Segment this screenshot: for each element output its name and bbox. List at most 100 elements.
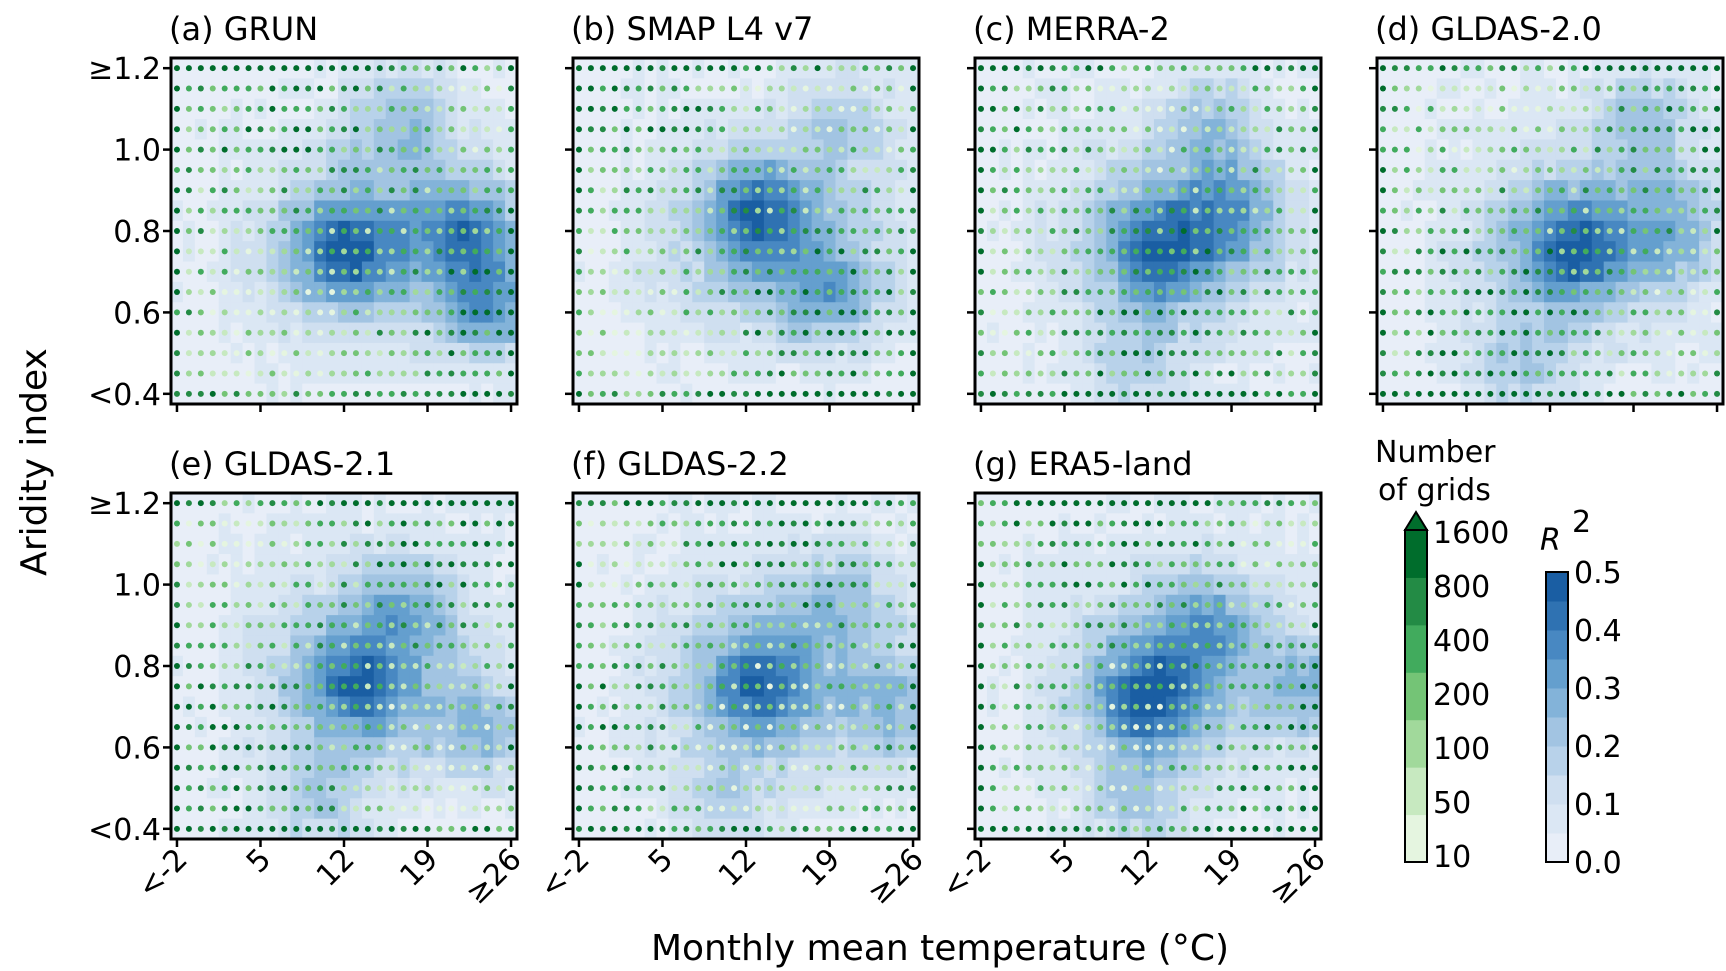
grid-count-dot [1001,309,1008,316]
grid-count-dot [448,65,455,72]
grid-count-dot [281,683,288,690]
grid-count-dot [496,350,503,357]
grid-count-dot [1121,350,1128,357]
grid-count-dot [1288,126,1295,133]
grid-count-dot [436,390,443,397]
grid-count-dot [659,370,666,377]
grid-count-dot [257,146,264,153]
grid-count-dot [1523,329,1530,336]
grid-count-dot [1288,309,1295,316]
grid-count-dot [364,622,371,629]
grid-count-dot [293,744,300,751]
grid-count-dot [1499,329,1506,336]
grid-count-dot [173,390,180,397]
grid-count-dot [1439,350,1446,357]
grid-count-dot [460,805,467,812]
grid-count-dot [1475,329,1482,336]
grid-count-dot [400,309,407,316]
grid-count-dot [1145,370,1151,377]
grid-count-dot [1288,187,1295,194]
grid-count-dot [1145,146,1151,153]
grid-count-dot [1535,166,1542,173]
grid-count-dot [1264,146,1271,153]
grid-count-dot [269,228,276,234]
grid-count-dot [587,248,594,255]
grid-count-dot [173,744,180,751]
grid-count-dot [1379,390,1386,397]
grid-count-dot [587,146,594,153]
grid-count-dot [1511,309,1518,316]
grid-count-dot [886,350,893,357]
grid-count-dot [1702,289,1709,296]
grid-count-dot [898,228,905,234]
grid-count-dot [1415,105,1422,112]
grid-count-dot [1049,289,1056,296]
grid-count-dot [508,370,515,377]
grid-count-dot [424,228,431,234]
grid-count-dot [448,187,455,194]
grid-count-dot [802,126,809,133]
grid-count-dot [647,105,654,112]
grid-count-dot [1192,248,1199,255]
grid-count-dot [1379,207,1386,214]
y-tick-label: <0.4 [88,378,161,413]
grid-count-dot [1618,207,1625,214]
grid-count-dot [1216,268,1223,275]
grid-count-dot [269,785,276,792]
grid-count-dot [850,268,857,275]
grid-count-dot [719,85,726,92]
grid-count-dot [233,561,240,568]
grid-count-dot [197,289,204,296]
grid-count-dot [1276,207,1283,214]
grid-count-dot [599,309,606,316]
grid-count-dot [376,825,383,832]
grid-count-dot [989,370,996,377]
grid-count-dot [317,105,324,112]
grid-count-dot [635,350,642,357]
grid-count-dot [1403,207,1410,214]
grid-count-dot [1180,85,1187,92]
grid-count-dot [412,146,419,153]
grid-count-dot [472,622,479,629]
grid-count-dot [1252,146,1259,153]
grid-count-dot [305,622,312,629]
grid-count-dot [659,329,666,336]
grid-count-dot [1085,289,1092,296]
grid-count-dot [910,85,917,92]
grid-count-dot [1252,207,1259,214]
grid-count-dot [257,268,264,275]
grid-count-dot [671,65,678,72]
grid-count-dot [352,126,359,133]
grid-count-dot [293,540,300,547]
grid-count-dot [364,825,371,832]
grid-count-dot [317,683,324,690]
grid-count-dot [352,601,359,608]
grid-count-dot [376,785,383,792]
grid-count-dot [1001,289,1008,296]
grid-count-dot [575,166,582,173]
grid-count-dot [1037,248,1044,255]
grid-count-dot [412,601,419,608]
grid-count-dot [1013,350,1020,357]
grid-count-dot [1463,126,1470,133]
grid-count-dot [293,703,300,710]
grid-count-dot [695,268,702,275]
grid-count-dot [647,289,654,296]
grid-count-dot [1451,228,1458,234]
grid-count-dot [388,561,395,568]
grid-count-dot [862,187,869,194]
grid-count-dot [826,228,833,234]
grid-count-dot [460,85,467,92]
grid-count-dot [173,724,180,731]
grid-count-dot [1121,289,1128,296]
grid-count-dot [1403,268,1410,275]
grid-count-dot [838,248,845,255]
grid-count-dot [221,228,228,234]
grid-count-dot [1475,166,1482,173]
grid-count-dot [305,500,312,507]
grid-count-dot [221,146,228,153]
grid-count-dot [448,785,455,792]
grid-count-dot [281,561,288,568]
grid-count-dot [977,126,984,133]
grid-count-dot [1570,289,1577,296]
